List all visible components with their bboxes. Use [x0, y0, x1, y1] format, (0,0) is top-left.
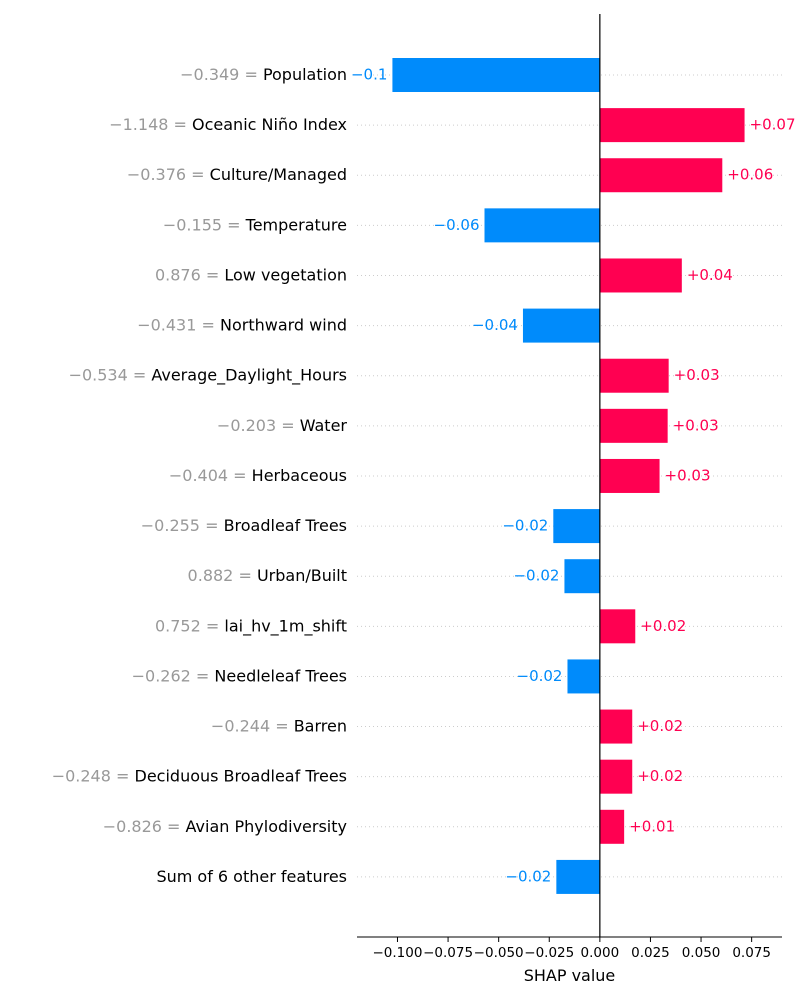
feature-value: −0.404 = [169, 465, 252, 484]
bar-value-label: −0.02 [513, 567, 559, 585]
bar-value-label: +0.03 [673, 416, 719, 434]
feature-label: −0.349 = Population [180, 65, 347, 84]
feature-name: Oceanic Niño Index [192, 115, 347, 134]
feature-name: Average_Daylight_Hours [151, 365, 347, 385]
x-tick-label: −0.050 [474, 945, 524, 961]
feature-name: Deciduous Broadleaf Trees [135, 766, 348, 785]
feature-name: Sum of 6 other features [156, 866, 347, 885]
x-tick-label: 0.075 [732, 945, 771, 961]
feature-value: −0.203 = [217, 415, 300, 434]
feature-value: −0.155 = [163, 215, 246, 234]
bar-16 [599, 809, 625, 844]
bar-value-label: −0.02 [517, 667, 563, 685]
bar-value-label: +0.01 [629, 817, 675, 835]
feature-value: −0.376 = [127, 165, 210, 184]
feature-name: Culture/Managed [210, 165, 347, 184]
bar-value-label: −0.02 [502, 517, 548, 535]
bar-6 [522, 308, 600, 343]
feature-name: Barren [294, 716, 347, 735]
bar-17 [556, 859, 600, 894]
bar-2 [599, 108, 745, 143]
feature-value: −0.431 = [137, 315, 220, 334]
bar-value-label: +0.02 [637, 767, 683, 785]
feature-value: −1.148 = [109, 115, 192, 134]
bar-9 [599, 458, 660, 493]
bar-7 [599, 358, 669, 393]
bar-14 [599, 709, 633, 744]
feature-labels: −0.349 = Population −1.148 = Oceanic Niño… [52, 65, 348, 886]
feature-label: −0.248 = Deciduous Broadleaf Trees [52, 766, 347, 785]
feature-value: −0.244 = [211, 716, 294, 735]
feature-label: −0.404 = Herbaceous [169, 465, 347, 484]
feature-label: −0.244 = Barren [211, 716, 347, 735]
feature-value: −0.826 = [103, 816, 186, 835]
x-tick-label: −0.075 [423, 945, 473, 961]
x-axis: −0.100 −0.075 −0.050 −0.025 0.000 0.025 0.050 0… [357, 936, 782, 961]
feature-label: 0.876 = Low vegetation [155, 265, 347, 284]
x-tick-label: 0.025 [631, 945, 670, 961]
feature-name: Population [263, 65, 347, 84]
feature-name: Avian Phylodiversity [186, 816, 347, 835]
feature-label: −0.155 = Temperature [163, 215, 347, 234]
feature-value: −0.248 = [52, 766, 135, 785]
feature-name: Northward wind [220, 315, 347, 334]
bar-15 [599, 759, 633, 794]
feature-label: −1.148 = Oceanic Niño Index [109, 115, 347, 134]
bar-value-label: +0.02 [637, 717, 683, 735]
bar-3 [599, 158, 723, 193]
feature-name: Urban/Built [257, 566, 347, 585]
feature-name: Water [300, 415, 348, 434]
feature-value: −0.534 = [69, 365, 152, 384]
x-tick-label: 0.000 [581, 945, 620, 961]
feature-label: −0.255 = Broadleaf Trees [141, 516, 347, 535]
feature-label: Sum of 6 other features [156, 866, 347, 885]
feature-label: −0.826 = Avian Phylodiversity [103, 816, 347, 835]
bar-10 [553, 509, 600, 544]
bar-value-label: −0.1 [351, 66, 387, 84]
feature-name: Broadleaf Trees [224, 516, 347, 535]
bar-value-label: +0.02 [640, 617, 686, 635]
bar-4 [484, 208, 600, 243]
feature-value: 0.876 = [155, 265, 224, 284]
bar-1 [392, 58, 600, 92]
bar-8 [599, 408, 668, 443]
feature-value: 0.752 = [155, 616, 224, 635]
bar-value-label: +0.07 [750, 116, 796, 134]
feature-label: −0.431 = Northward wind [137, 315, 347, 334]
bar-13 [567, 659, 600, 694]
bar-value-label: −0.06 [434, 216, 480, 234]
feature-label: −0.376 = Culture/Managed [127, 165, 347, 184]
x-tick-label: −0.025 [524, 945, 574, 961]
feature-name: lai_hv_1m_shift [224, 616, 347, 636]
bars [392, 58, 745, 894]
feature-name: Low vegetation [224, 265, 347, 284]
feature-value: −0.255 = [141, 516, 224, 535]
feature-value: −0.349 = [180, 65, 263, 84]
bar-value-label: +0.03 [665, 466, 711, 484]
bar-5 [599, 258, 682, 293]
x-tick-label: 0.050 [682, 945, 721, 961]
x-tick-label: −0.100 [372, 945, 422, 961]
feature-name: Needleleaf Trees [214, 666, 347, 685]
bar-12 [599, 609, 636, 644]
feature-value: 0.882 = [188, 566, 257, 585]
x-axis-label: SHAP value [524, 966, 616, 985]
feature-label: 0.752 = lai_hv_1m_shift [155, 616, 347, 636]
row-guides [357, 74, 782, 878]
feature-name: Herbaceous [252, 465, 347, 484]
feature-value: −0.262 = [132, 666, 215, 685]
bar-11 [564, 559, 600, 594]
feature-label: 0.882 = Urban/Built [188, 566, 347, 585]
bar-value-label: +0.04 [687, 266, 733, 284]
bar-value-label: +0.06 [727, 166, 773, 184]
bar-value-labels: −0.1 +0.07 +0.06 −0.06 +0.04 −0.04 +0.03 +0.03 +… [351, 66, 796, 886]
bar-value-label: −0.04 [472, 316, 518, 334]
feature-label: −0.203 = Water [217, 415, 348, 434]
bar-value-label: +0.03 [674, 366, 720, 384]
feature-name: Temperature [245, 215, 347, 234]
feature-label: −0.534 = Average_Daylight_Hours [69, 365, 347, 385]
feature-label: −0.262 = Needleleaf Trees [132, 666, 347, 685]
bar-value-label: −0.02 [505, 867, 551, 885]
